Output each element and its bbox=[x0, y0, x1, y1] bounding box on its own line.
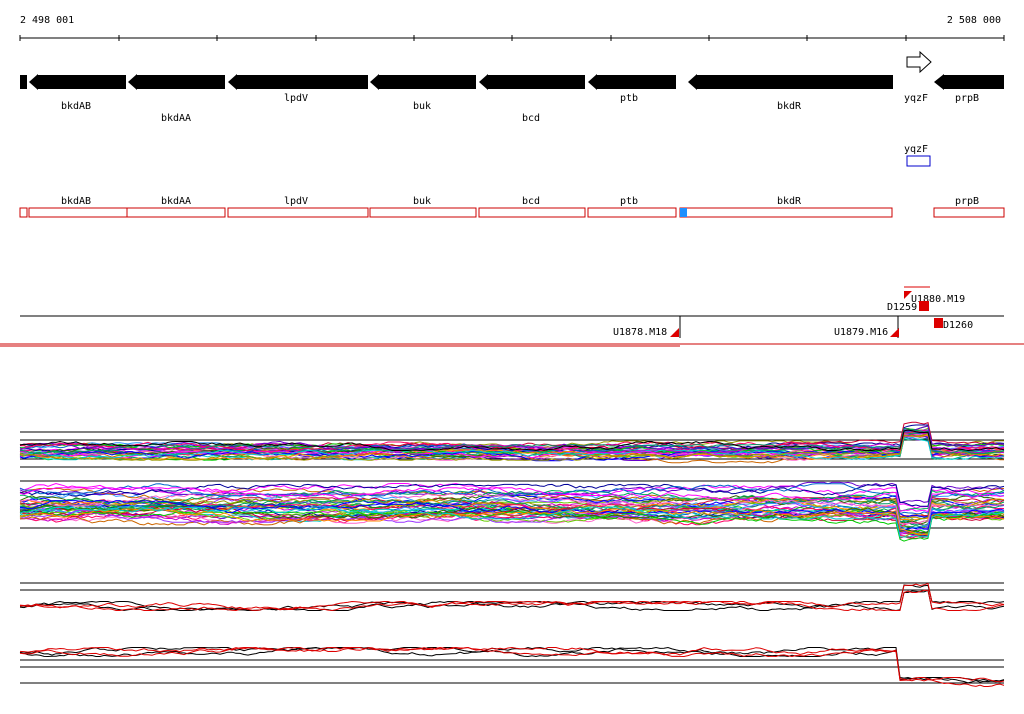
gene-label-bkdAA: bkdAA bbox=[161, 113, 191, 124]
expression-profile-line bbox=[20, 489, 1005, 512]
feature-box-ptb[interactable] bbox=[587, 207, 677, 218]
gene-arrow-ptb[interactable] bbox=[588, 74, 676, 90]
probe-marker-D1260[interactable] bbox=[934, 318, 943, 328]
feature-label-bkdAA: bkdAA bbox=[161, 196, 191, 207]
expression-profile-line bbox=[19, 421, 1005, 450]
feature-label-bcd: bcd bbox=[522, 196, 540, 207]
small-feature-label: yqzF bbox=[904, 144, 928, 155]
summary-profile-line bbox=[19, 646, 1005, 683]
small-feature-track: yqzF bbox=[904, 144, 931, 167]
expression-profiles-summary bbox=[19, 582, 1005, 687]
probe-marker-U1880[interactable] bbox=[904, 291, 912, 299]
expression-profiles-multi bbox=[19, 421, 1005, 542]
expression-profile-line bbox=[19, 483, 1005, 507]
probe-track: U1878.M18 U1879.M16 U1880.M19 D1259 D126… bbox=[0, 286, 1024, 347]
gene-label-buk: buk bbox=[413, 101, 431, 112]
gene-arrow-prpB[interactable] bbox=[934, 74, 1004, 90]
expression-profile-line bbox=[19, 481, 1005, 504]
feature-label-buk: buk bbox=[413, 196, 431, 207]
probe-marker-U1878[interactable] bbox=[670, 328, 679, 337]
feature-box-bcd[interactable] bbox=[478, 207, 586, 218]
feature-label-prpB: prpB bbox=[955, 196, 979, 207]
ruler-ticks bbox=[19, 35, 1005, 41]
summary-profile-line bbox=[19, 589, 1005, 612]
gene-arrow-lpdV[interactable] bbox=[228, 74, 368, 90]
summary-profile-line bbox=[19, 582, 1005, 612]
expression-profile-line bbox=[19, 494, 1005, 518]
expression-profile-line bbox=[19, 493, 1005, 525]
feature-box-buk[interactable] bbox=[369, 207, 477, 218]
gene-arrow-buk[interactable] bbox=[370, 74, 476, 90]
expression-profile-line bbox=[19, 433, 1004, 461]
start-coordinate: 2 498 001 bbox=[20, 15, 74, 26]
probe-label-U1878: U1878.M18 bbox=[613, 327, 667, 338]
feature-label-bkdAB: bkdAB bbox=[61, 196, 91, 207]
gene-label-bcd: bcd bbox=[522, 113, 540, 124]
expression-profile-line bbox=[19, 429, 1005, 452]
probe-marker-U1879[interactable] bbox=[890, 328, 899, 337]
gene-label-bkdAB: bkdAB bbox=[61, 101, 91, 112]
feature-box-track: bkdAB bkdAA lpdV buk bcd ptb bkdR prpB bbox=[19, 196, 1005, 218]
gene-label-prpB: prpB bbox=[955, 93, 979, 104]
expression-profile-line bbox=[19, 506, 1005, 538]
gene-arrow-bkdAA[interactable] bbox=[128, 74, 225, 90]
gene-arrow-yqzF[interactable] bbox=[906, 50, 932, 74]
gene-label-yqzF: yqzF bbox=[904, 93, 928, 104]
gene-track: bkdAB bkdAA lpdV buk bcd ptb bkdR yqzF p… bbox=[20, 50, 1004, 124]
summary-profile-line bbox=[19, 646, 1005, 687]
feature-box-bkdR-highlight bbox=[680, 208, 687, 217]
expression-profile-line bbox=[19, 482, 1005, 509]
feature-box-prpB[interactable] bbox=[933, 207, 1005, 218]
expression-profile-line bbox=[19, 499, 1005, 526]
probe-label-U1879: U1879.M16 bbox=[834, 327, 888, 338]
expression-profile-line bbox=[19, 483, 1005, 515]
feature-box-fragment[interactable] bbox=[19, 207, 28, 218]
coordinate-ruler: 2 498 001 2 508 000 bbox=[19, 15, 1005, 41]
end-coordinate: 2 508 000 bbox=[947, 15, 1001, 26]
gene-label-ptb: ptb bbox=[620, 93, 638, 104]
expression-profile-line bbox=[19, 434, 1005, 462]
expression-profile-line bbox=[19, 512, 1005, 536]
gene-fragment-left[interactable] bbox=[20, 75, 27, 89]
expression-profile-line bbox=[19, 436, 1005, 460]
expression-profile-line bbox=[19, 500, 1005, 532]
probe-label-D1260: D1260 bbox=[943, 320, 973, 331]
gene-label-lpdV: lpdV bbox=[284, 93, 308, 104]
expression-profile-line bbox=[19, 508, 1005, 536]
expression-profile-line bbox=[19, 487, 1005, 513]
small-feature-box[interactable] bbox=[906, 155, 931, 167]
feature-box-bkdAA[interactable] bbox=[126, 207, 226, 218]
gene-arrow-bkdAB[interactable] bbox=[29, 74, 126, 90]
probe-marker-D1259[interactable] bbox=[919, 301, 929, 311]
feature-box-lpdV[interactable] bbox=[227, 207, 369, 218]
expression-profile-line bbox=[19, 427, 1005, 455]
expression-profile-line bbox=[19, 511, 1004, 542]
feature-label-lpdV: lpdV bbox=[284, 196, 308, 207]
gene-label-bkdR: bkdR bbox=[777, 101, 802, 112]
gene-arrow-bcd[interactable] bbox=[479, 74, 585, 90]
feature-label-bkdR: bkdR bbox=[777, 196, 802, 207]
feature-label-ptb: ptb bbox=[620, 196, 638, 207]
feature-box-bkdR[interactable] bbox=[679, 207, 893, 218]
expression-profile-line bbox=[19, 435, 1005, 459]
feature-box-bkdAB[interactable] bbox=[28, 207, 128, 218]
gene-arrow-bkdR[interactable] bbox=[688, 74, 893, 90]
probe-label-D1259: D1259 bbox=[887, 302, 917, 313]
probe-label-U1880: U1880.M19 bbox=[911, 294, 965, 305]
